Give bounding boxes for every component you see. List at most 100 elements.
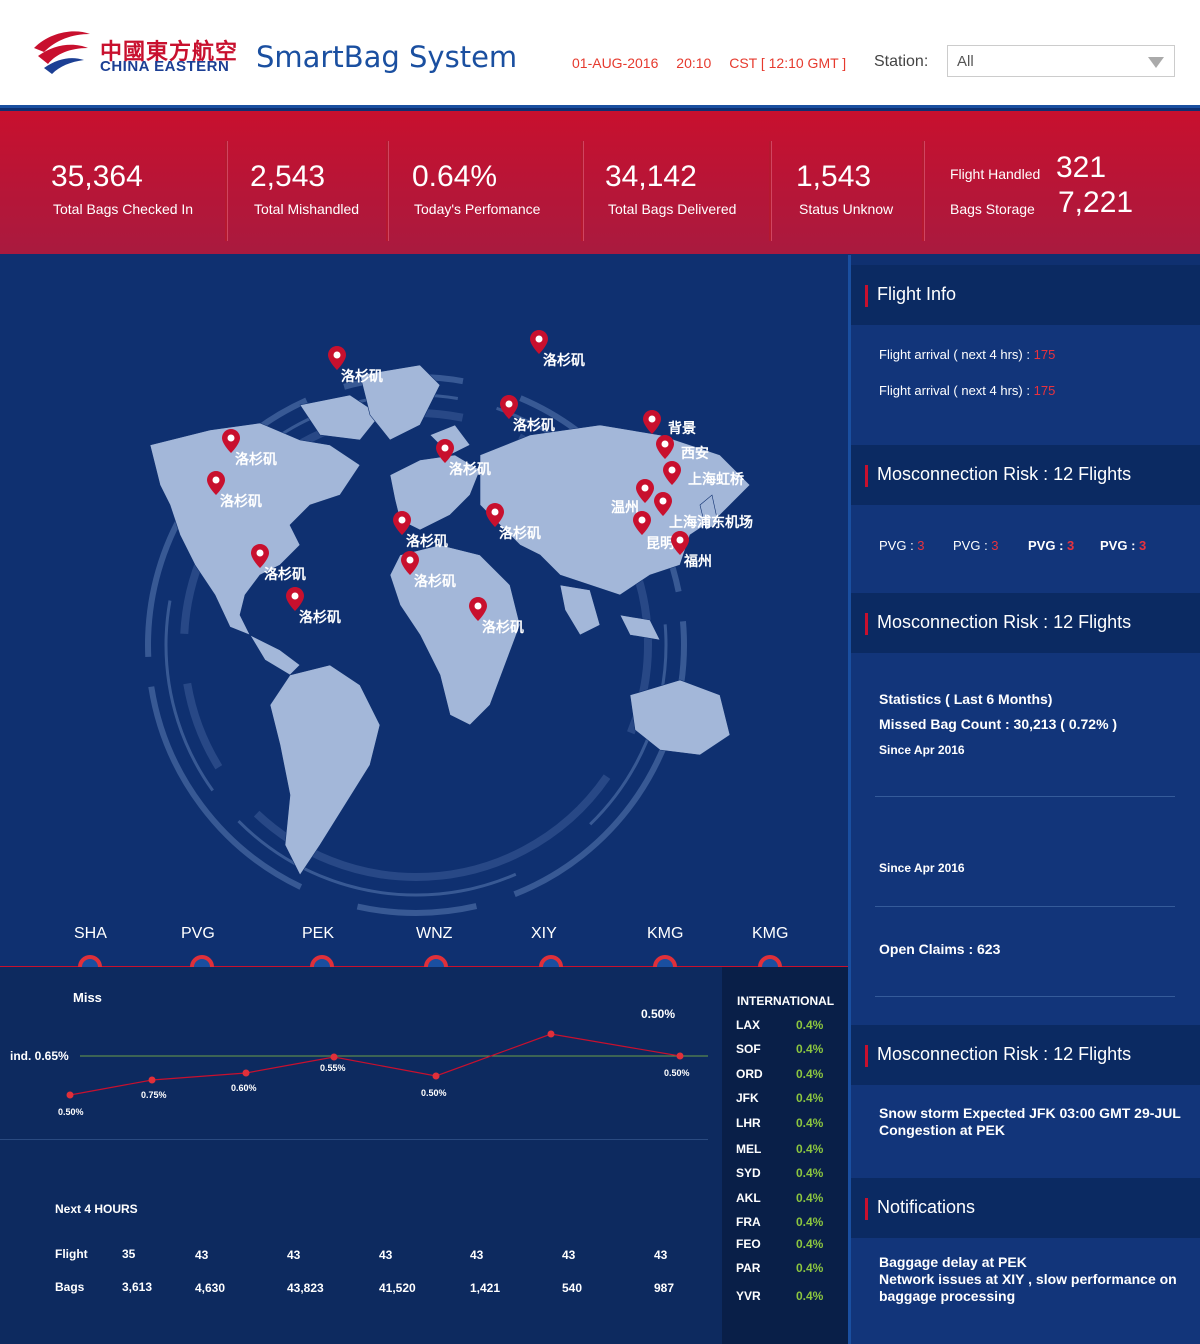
swallow-logo-icon xyxy=(34,31,90,74)
world-map[interactable]: 洛杉矶 洛杉矶 洛杉矶 洛杉矶 洛杉矶 洛杉矶 洛杉矶 洛杉矶 洛杉矶 洛杉矶 洛杉矶 洛杉矶 背景 西安… xyxy=(0,255,848,965)
map-pin-icon[interactable] xyxy=(654,492,672,516)
data-point[interactable] xyxy=(547,1030,555,1038)
intl-station-code[interactable]: ORD xyxy=(736,1067,763,1081)
map-pin-icon[interactable] xyxy=(222,429,240,453)
map-pin-icon[interactable] xyxy=(530,330,548,354)
arrival-label: Flight arrival ( next 4 hrs) : xyxy=(879,347,1034,362)
station-code[interactable]: PVG xyxy=(181,925,215,942)
station-code[interactable]: KMG xyxy=(752,925,789,942)
kpi-total-mishandled: 2,543 Total Mishandled xyxy=(228,111,386,254)
intl-station-code[interactable]: SYD xyxy=(736,1166,761,1180)
map-pin-icon[interactable] xyxy=(328,346,346,370)
flight-count: 43 xyxy=(287,1248,301,1262)
map-pin-icon[interactable] xyxy=(643,410,661,434)
map-pin-icon[interactable] xyxy=(393,511,411,535)
pvg-count[interactable]: PVG : 3 xyxy=(953,538,999,553)
stats-title: Statistics ( Last 6 Months) xyxy=(879,691,1053,707)
notification-item[interactable]: Network issues at XIY , slow performance… xyxy=(879,1271,1177,1287)
panel-title: Mosconnection Risk : 12 Flights xyxy=(877,464,1132,484)
kpi-divider xyxy=(922,141,924,241)
international-panel: INTERNATIONAL LAX 0.4% SOF 0.4% ORD 0.4% JFK 0.… xyxy=(722,967,848,1344)
pvg-count[interactable]: PVG : 3 xyxy=(879,538,925,553)
station-code[interactable]: XIY xyxy=(531,925,557,942)
data-point-label: 0.60% xyxy=(231,1083,257,1093)
pvg-label: PVG : xyxy=(953,538,992,553)
kpi-total-delivered: 34,142 Total Bags Delivered xyxy=(584,111,769,254)
accent-bar xyxy=(865,285,868,307)
intl-station-code[interactable]: LHR xyxy=(736,1116,761,1130)
map-pin-icon[interactable] xyxy=(469,597,487,621)
risk-header: Mosconnection Risk : 12 Flights xyxy=(851,445,1200,505)
intl-station-code[interactable]: YVR xyxy=(736,1289,761,1303)
intl-station-rate: 0.4% xyxy=(796,1215,824,1229)
intl-station-rate: 0.4% xyxy=(796,1091,824,1105)
notification-item[interactable]: Baggage delay at PEK xyxy=(879,1254,1027,1270)
map-pin-icon[interactable] xyxy=(500,395,518,419)
map-pin-icon[interactable] xyxy=(663,461,681,485)
intl-station-code[interactable]: FRA xyxy=(736,1215,761,1229)
bags-count: 41,520 xyxy=(379,1281,416,1295)
map-pin-label: 洛杉矶 xyxy=(414,574,456,590)
accent-bar xyxy=(865,613,868,635)
pvg-count[interactable]: PVG : 3 xyxy=(1028,538,1074,553)
map-pin-icon[interactable] xyxy=(207,471,225,495)
bags-count: 3,613 xyxy=(122,1280,153,1294)
kpi-divider xyxy=(769,141,771,241)
map-pin-icon[interactable] xyxy=(633,511,651,535)
map-pin-label: 洛杉矶 xyxy=(499,526,541,542)
intl-station-code[interactable]: PAR xyxy=(736,1261,761,1275)
data-point[interactable] xyxy=(330,1053,338,1061)
app-title: SmartBag System xyxy=(256,40,518,74)
station-code[interactable]: WNZ xyxy=(416,925,453,942)
panel-title: Notifications xyxy=(877,1197,976,1217)
panel-title: Flight Info xyxy=(877,284,957,304)
station-code[interactable]: KMG xyxy=(647,925,684,942)
map-pin-icon[interactable] xyxy=(486,503,504,527)
data-point[interactable] xyxy=(242,1069,250,1077)
map-pin-icon[interactable] xyxy=(671,531,689,555)
datetime: 01-AUG-2016 20:10 CST [ 12:10 GMT ] xyxy=(572,55,860,71)
storm-alert: Snow storm Expected JFK 03:00 GMT 29-JUL xyxy=(879,1105,1181,1121)
pvg-label: PVG : xyxy=(1028,538,1068,553)
map-pin-icon[interactable] xyxy=(436,439,454,463)
accent-bar xyxy=(865,1198,868,1220)
kpi-flight-storage: Flight Handled 321 Bags Storage 7,221 xyxy=(925,111,1200,254)
intl-station-code[interactable]: MEL xyxy=(736,1142,762,1156)
intl-station-rate: 0.4% xyxy=(796,1191,824,1205)
brand-name-cn: 中國東方航空 xyxy=(100,40,239,65)
data-point[interactable] xyxy=(432,1072,440,1080)
kpi-label: Total Bags Checked In xyxy=(53,201,194,217)
data-point-label: 0.50% xyxy=(421,1088,447,1098)
station-select[interactable]: All xyxy=(947,45,1175,77)
map-pin-label: 洛杉矶 xyxy=(406,534,448,550)
map-pin-icon[interactable] xyxy=(286,587,304,611)
arrival-label: Flight arrival ( next 4 hrs) : xyxy=(879,383,1034,398)
header: 中國東方航空 CHINA EASTERN SmartBag System 01-… xyxy=(0,0,1200,108)
intl-station-code[interactable]: LAX xyxy=(736,1018,760,1032)
map-pin-icon[interactable] xyxy=(251,544,269,568)
map-pin-label: 洛杉矶 xyxy=(299,610,341,626)
data-point[interactable] xyxy=(676,1052,684,1060)
performance-panel: Miss 0.50% ind. 0.65% 0.50% 0.75% 0.60% 0.5… xyxy=(0,967,722,1344)
intl-station-code[interactable]: AKL xyxy=(736,1191,761,1205)
intl-station-code[interactable]: SOF xyxy=(736,1042,761,1056)
map-pin-label: 洛杉矶 xyxy=(482,620,524,636)
statistics-body: Statistics ( Last 6 Months) Missed Bag C… xyxy=(851,653,1200,1025)
notification-item[interactable]: baggage processing xyxy=(879,1288,1016,1304)
map-pin-icon[interactable] xyxy=(636,479,654,503)
intl-station-code[interactable]: JFK xyxy=(736,1091,759,1105)
map-pin-icon[interactable] xyxy=(656,435,674,459)
intl-station-rate: 0.4% xyxy=(796,1261,824,1275)
intl-station-code[interactable]: FEO xyxy=(736,1237,761,1251)
pvg-count[interactable]: PVG : 3 xyxy=(1100,538,1146,553)
data-point[interactable] xyxy=(66,1091,74,1099)
data-point[interactable] xyxy=(148,1076,156,1084)
map-pin-label: 上海浦东机场 xyxy=(669,515,753,531)
map-pin-icon[interactable] xyxy=(401,551,419,575)
station-code[interactable]: SHA xyxy=(74,925,107,942)
data-point-label: 0.50% xyxy=(664,1068,690,1078)
station-code[interactable]: PEK xyxy=(302,925,335,942)
alerts-body: Snow storm Expected JFK 03:00 GMT 29-JUL… xyxy=(851,1085,1200,1178)
time-text: 20:10 xyxy=(676,55,712,71)
since-date: Since Apr 2016 xyxy=(879,743,965,757)
